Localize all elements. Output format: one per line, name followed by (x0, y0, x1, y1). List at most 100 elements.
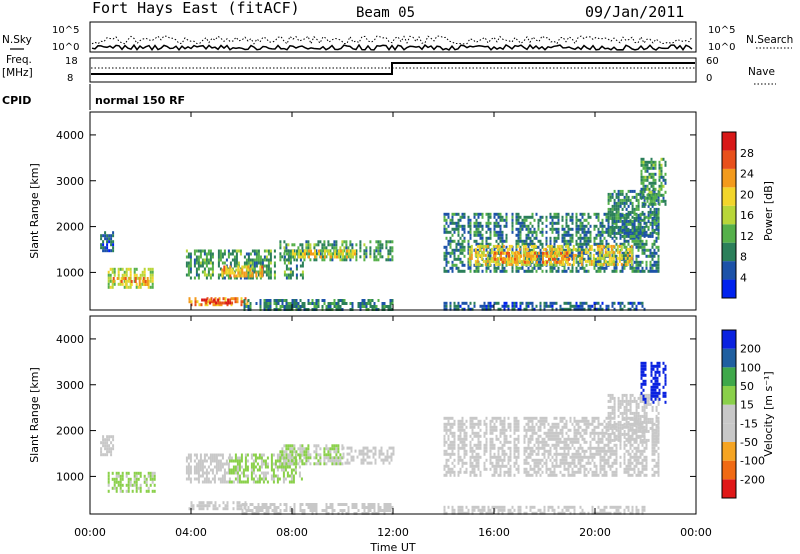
power-cell (530, 259, 533, 263)
power-cell (505, 236, 508, 240)
velocity-cell (301, 503, 304, 506)
velocity-cell (232, 465, 235, 469)
power-cell (241, 274, 244, 278)
power-cell (219, 252, 222, 256)
velocity-cell (489, 431, 492, 435)
velocity-cell (225, 462, 228, 466)
power-cell (660, 172, 663, 176)
velocity-cell (282, 465, 285, 469)
velocity-cell (457, 428, 460, 432)
power-cell (196, 300, 199, 304)
power-cell (363, 299, 366, 302)
velocity-cell (559, 461, 562, 465)
velocity-cell (307, 506, 310, 509)
power-cell (100, 246, 103, 250)
power-cell (511, 215, 514, 219)
power-cell (249, 252, 252, 256)
power-cell (207, 273, 210, 277)
power-cell (629, 301, 632, 305)
velocity-cell (331, 503, 334, 506)
power-cell (613, 221, 616, 225)
power-cell (313, 246, 316, 250)
power-cell (269, 258, 272, 262)
velocity-cell (489, 452, 492, 456)
velocity-cell (547, 431, 550, 435)
velocity-cell (517, 455, 520, 459)
velocity-cell (573, 437, 576, 441)
velocity-cell (553, 458, 556, 462)
velocity-cell (531, 452, 534, 456)
power-cell (633, 219, 636, 223)
power-cell (549, 236, 552, 240)
velocity-cell (449, 440, 452, 444)
power-cell (601, 233, 604, 237)
power-cell (113, 270, 116, 274)
power-cell (331, 258, 334, 262)
velocity-cell (106, 435, 109, 439)
velocity-cell (195, 477, 198, 481)
power-cell (605, 227, 608, 231)
power-cell (241, 265, 244, 269)
power-cell (469, 227, 472, 231)
velocity-cell (495, 434, 498, 438)
power-cell (631, 269, 634, 273)
velocity-cell (315, 453, 318, 457)
power-cell (655, 239, 658, 243)
power-cell (562, 250, 565, 254)
velocity-cell (479, 422, 482, 426)
power-cell (595, 260, 598, 264)
velocity-cell (485, 422, 488, 426)
power-cell (625, 222, 628, 226)
power-cell (143, 270, 146, 274)
power-cell (533, 236, 536, 240)
power-cell (485, 307, 488, 311)
velocity-cell (301, 450, 304, 454)
power-cell (291, 270, 294, 274)
power-cell (474, 247, 477, 251)
power-cell (291, 243, 294, 247)
power-cell (447, 242, 450, 246)
power-cell (643, 212, 646, 216)
velocity-cell (529, 428, 532, 432)
power-cell (619, 248, 622, 252)
velocity-cell (527, 452, 530, 456)
power-cell (473, 221, 476, 225)
velocity-cell (475, 416, 478, 420)
velocity-cell (569, 473, 572, 477)
velocity-cell (465, 452, 468, 456)
velocity-cell (567, 473, 570, 477)
power-cell (641, 228, 644, 232)
power-cell (548, 247, 551, 251)
velocity-cell (529, 452, 532, 456)
velocity-cell (509, 446, 512, 450)
velocity-cell (323, 447, 326, 451)
power-cell (255, 255, 258, 259)
power-cell (615, 225, 618, 229)
power-cell (328, 249, 330, 253)
velocity-cell (219, 453, 222, 457)
station-title: Fort Hays East (fitACF) (92, 0, 300, 17)
velocity-cell (100, 441, 103, 445)
velocity-cell (212, 507, 215, 511)
power-cell (621, 225, 624, 229)
power-cell (641, 269, 644, 273)
power-cell (586, 250, 589, 254)
power-cell (623, 245, 626, 249)
velocity-cell (549, 425, 552, 429)
power-cell (539, 242, 542, 246)
power-cell (469, 301, 472, 305)
power-cell (544, 253, 547, 257)
power-cell (528, 254, 530, 258)
power-cell (579, 221, 582, 225)
velocity-cell (575, 422, 578, 426)
velocity-cell (325, 447, 328, 451)
power-echo-region-14 (640, 157, 667, 206)
power-cell (475, 269, 478, 273)
velocity-cell (260, 471, 263, 475)
power-cell (534, 257, 536, 261)
power-cell (323, 243, 326, 247)
power-cell (617, 198, 620, 202)
power-cell (664, 199, 667, 203)
power-cell (571, 269, 574, 273)
power-cell (127, 279, 130, 283)
